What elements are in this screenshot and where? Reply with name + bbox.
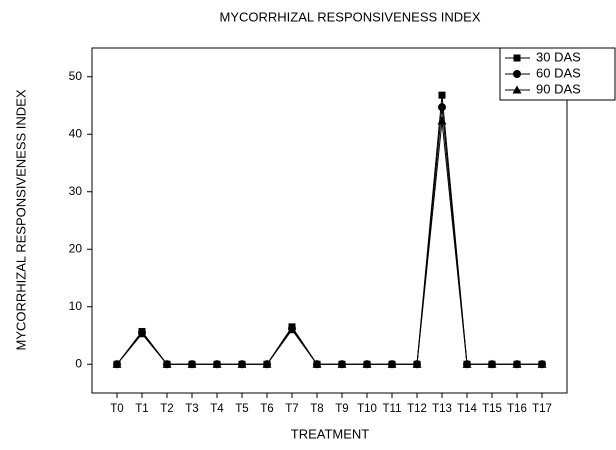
- series-line: [116, 120, 542, 365]
- marker-triangle: [237, 359, 247, 368]
- y-tick-label: 40: [69, 126, 83, 140]
- x-tick-label: T16: [507, 403, 527, 415]
- x-tick-label: T14: [457, 403, 477, 415]
- x-tick-label: T0: [110, 403, 123, 415]
- marker-triangle: [462, 359, 472, 368]
- y-tick-label: 30: [69, 184, 83, 198]
- marker-triangle: [337, 359, 347, 368]
- marker-triangle: [287, 325, 297, 334]
- marker-triangle: [212, 359, 222, 368]
- marker-triangle: [387, 359, 397, 368]
- marker-triangle: [512, 85, 522, 94]
- x-tick-label: T12: [407, 403, 427, 415]
- x-tick-label: T9: [335, 403, 348, 415]
- y-tick-label: 0: [75, 356, 82, 370]
- series-line: [116, 95, 542, 365]
- marker-triangle: [537, 359, 547, 368]
- x-tick-label: T15: [482, 403, 502, 415]
- x-tick-label: T1: [135, 403, 148, 415]
- x-tick-label: T4: [210, 403, 224, 415]
- chart-title: MYCORRHIZAL RESPONSIVENESS INDEX: [219, 9, 480, 24]
- y-axis-label: MYCORRHIZAL RESPONSIVENESS INDEX: [13, 89, 28, 350]
- marker-circle: [513, 70, 521, 78]
- x-tick-label: T13: [432, 403, 452, 415]
- marker-triangle: [362, 359, 372, 368]
- marker-triangle: [137, 329, 147, 338]
- y-tick-label: 20: [69, 241, 83, 255]
- x-tick-label: T3: [185, 403, 198, 415]
- x-tick-label: T17: [532, 403, 552, 415]
- series-line: [116, 107, 542, 365]
- x-tick-label: T5: [235, 403, 248, 415]
- marker-triangle: [512, 359, 522, 368]
- x-tick-label: T11: [383, 403, 402, 415]
- legend-label: 90 DAS: [536, 81, 581, 96]
- x-tick-label: T10: [357, 403, 377, 415]
- plot-frame: [91, 47, 568, 394]
- marker-triangle: [262, 359, 272, 368]
- marker-square: [438, 91, 446, 99]
- x-tick-label: T8: [310, 403, 323, 415]
- marker-triangle: [312, 359, 322, 368]
- x-tick-label: T2: [160, 403, 173, 415]
- legend-label: 30 DAS: [536, 49, 581, 64]
- marker-circle: [438, 103, 446, 112]
- legend-label: 60 DAS: [536, 65, 581, 80]
- x-axis-label: TREATMENT: [291, 426, 370, 441]
- y-tick-label: 50: [69, 69, 83, 83]
- marker-triangle: [187, 359, 197, 368]
- marker-triangle: [162, 359, 172, 368]
- marker-triangle: [437, 116, 447, 125]
- marker-triangle: [412, 359, 422, 368]
- marker-square: [513, 54, 521, 62]
- x-tick-label: T7: [285, 403, 298, 415]
- marker-triangle: [487, 359, 497, 368]
- marker-triangle: [112, 359, 122, 368]
- x-tick-label: T6: [260, 403, 273, 415]
- y-tick-label: 10: [69, 299, 83, 313]
